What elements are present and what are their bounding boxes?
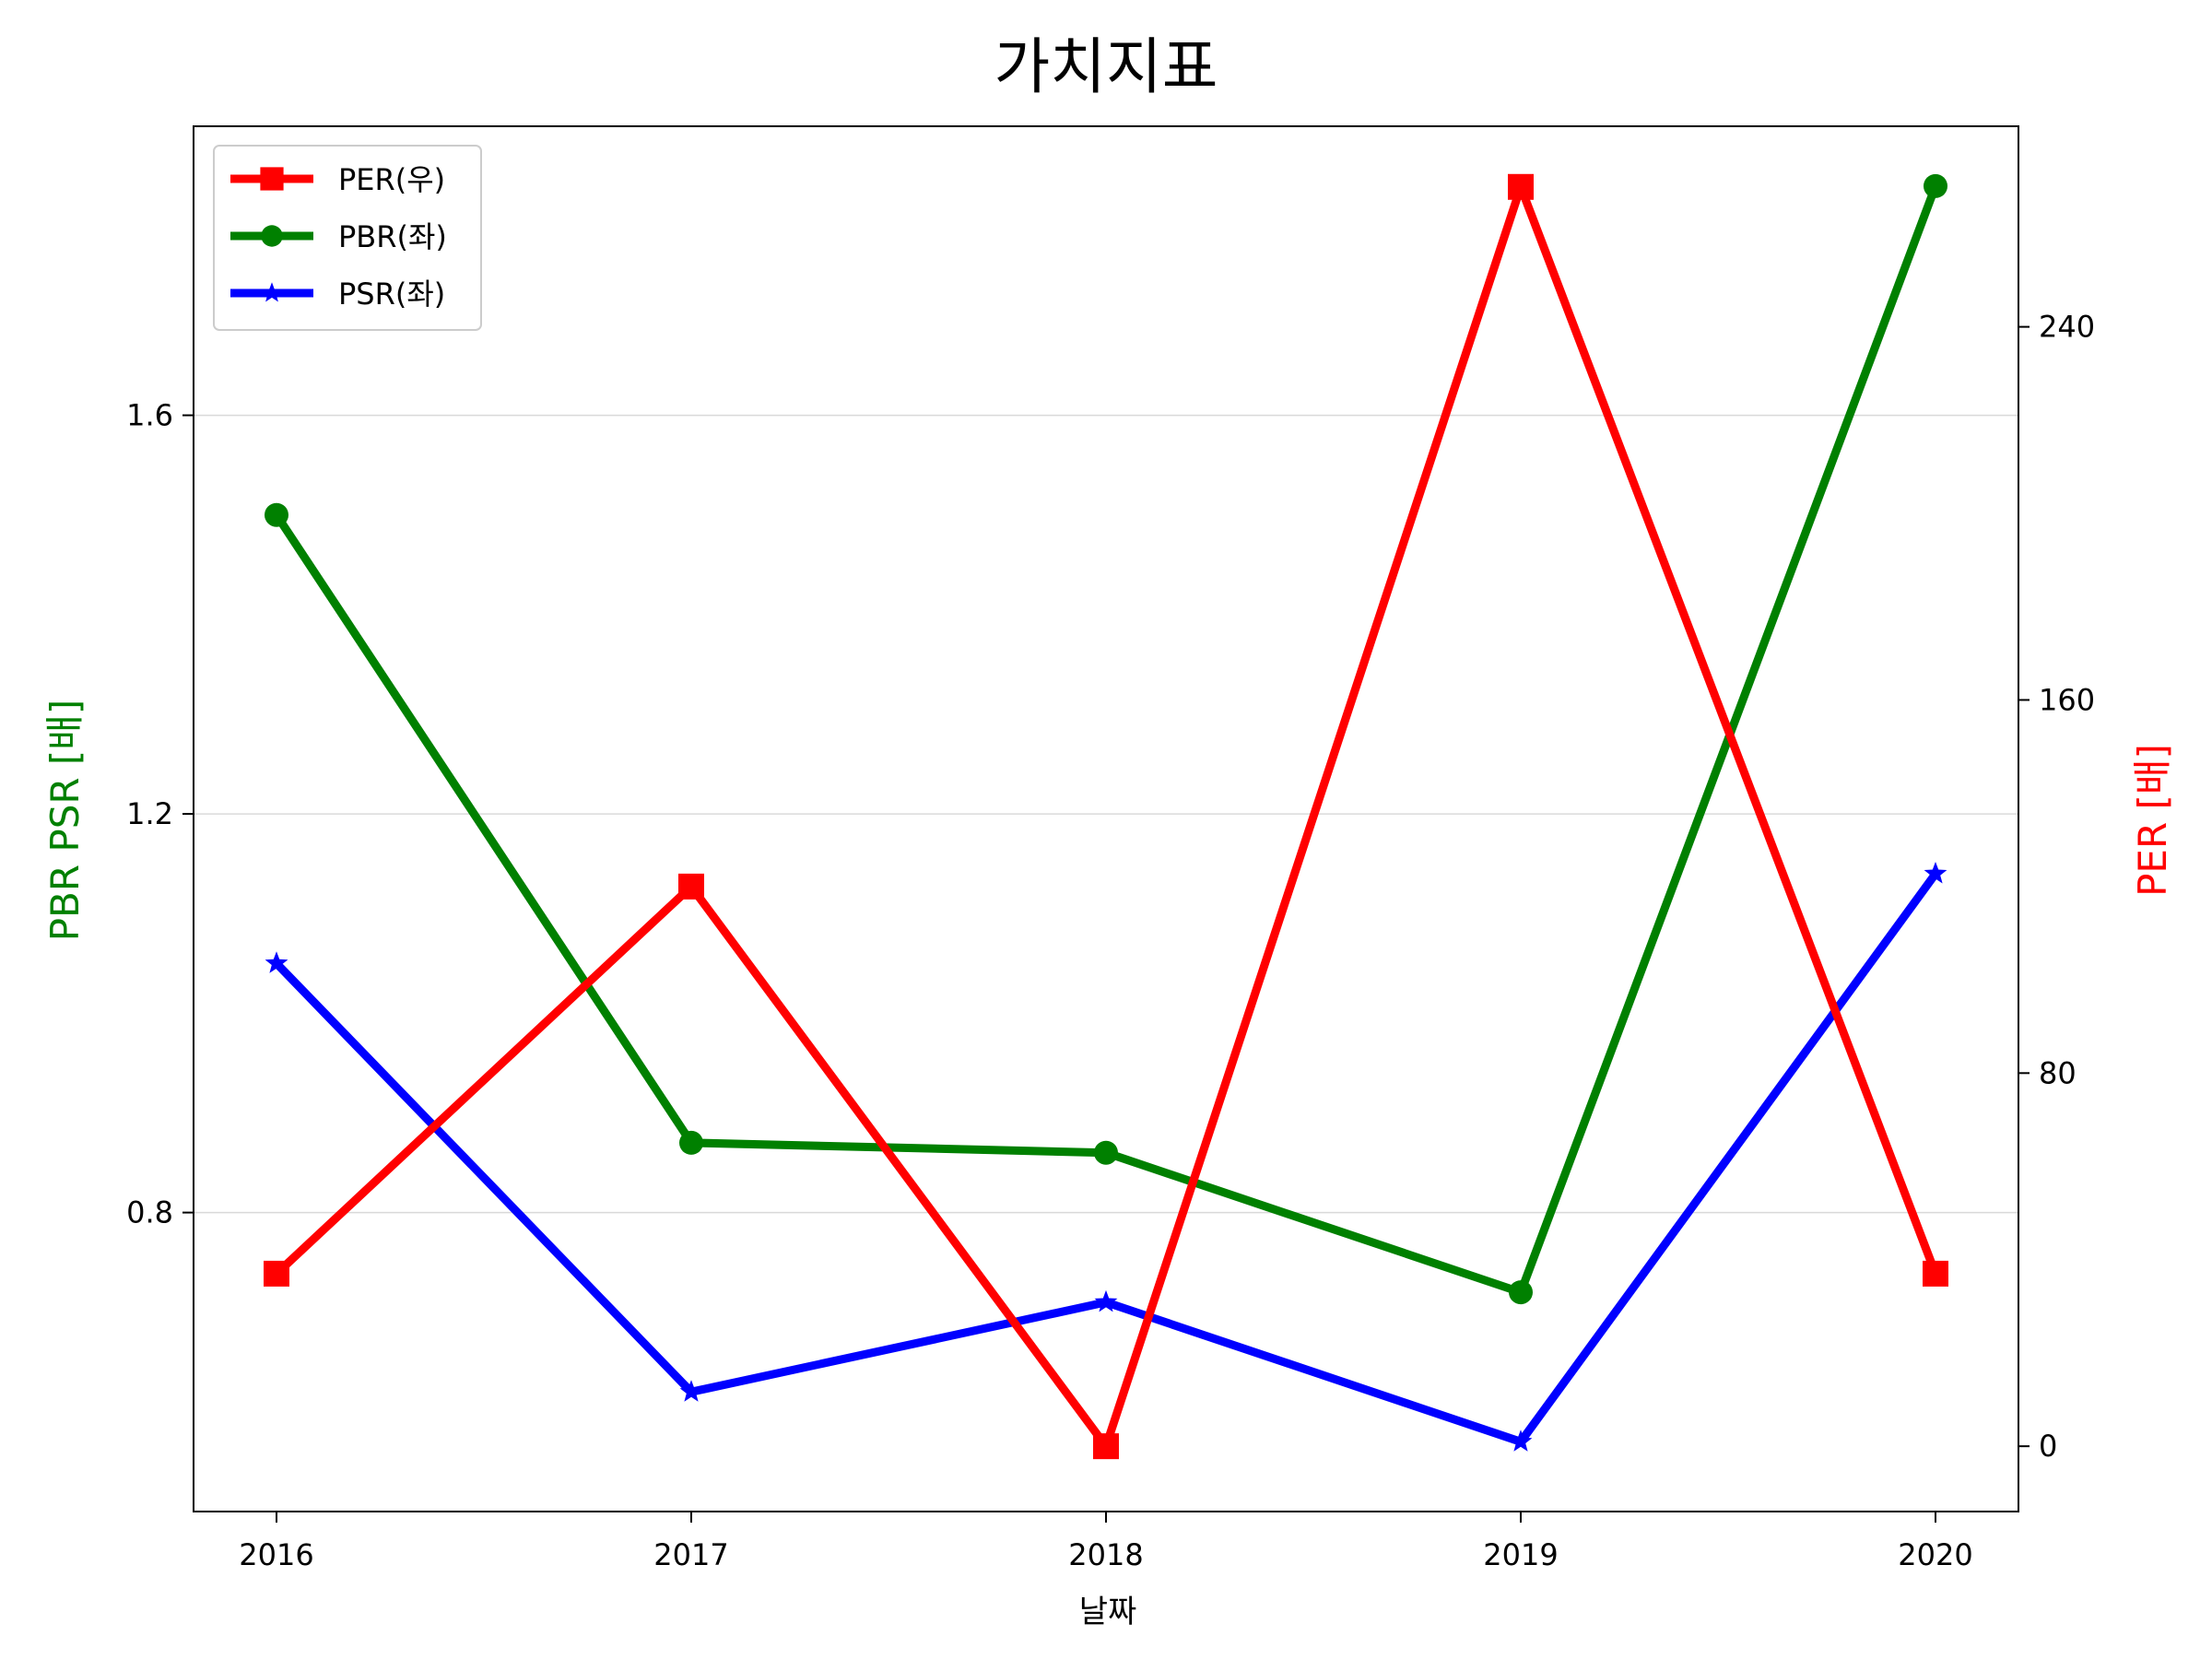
chart-title: 가치지표 [994, 31, 1218, 102]
y-right-tick-label: 0 [2039, 1429, 2057, 1464]
data-point-pbr [679, 1130, 703, 1155]
data-point-per [264, 1260, 289, 1287]
y-left-tick-label: 1.2 [126, 796, 173, 831]
legend: PER(우) PBR(좌) PSR(좌) [213, 145, 482, 331]
x-tick-label: 2020 [1898, 1537, 1972, 1572]
legend-marker-psr [261, 282, 283, 302]
x-tick-label: 2019 [1483, 1537, 1558, 1572]
data-point-per [1508, 173, 1534, 200]
series-lines [264, 173, 1948, 1460]
legend-label-per: PER(우) [338, 162, 445, 197]
x-tick-label: 2017 [653, 1537, 728, 1572]
legend-box [213, 145, 482, 331]
data-point-pbr [1924, 173, 1947, 198]
data-point-psr [265, 951, 288, 973]
data-point-pbr [1094, 1140, 1118, 1165]
data-point-psr [1094, 1289, 1118, 1312]
x-axis-label: 날짜 [1079, 1594, 1137, 1630]
legend-label-pbr: PBR(좌) [338, 219, 447, 254]
data-point-psr [1924, 862, 1947, 884]
data-point-per [678, 873, 704, 900]
y-right-tick-label: 240 [2039, 310, 2095, 345]
legend-marker-per [260, 167, 284, 191]
axes: 2016 2017 2018 2019 2020 0.8 1.2 1.6 0 80 160 240 [126, 125, 2095, 1572]
legend-label-psr: PSR(좌) [338, 276, 445, 312]
y-left-tick-label: 0.8 [126, 1195, 173, 1230]
x-tick-label: 2018 [1068, 1537, 1143, 1572]
y-axis-left-label: PBR PSR [배] [42, 700, 88, 942]
legend-marker-pbr [261, 225, 283, 247]
y-right-tick-label: 80 [2039, 1055, 2077, 1090]
data-point-pbr [1509, 1280, 1533, 1305]
y-right-tick-label: 160 [2039, 682, 2095, 717]
x-tick-label: 2016 [239, 1537, 313, 1572]
grid-lines [194, 414, 2018, 1214]
y-axis-right-label: PER [배] [2130, 744, 2175, 897]
data-point-psr [1509, 1430, 1533, 1452]
data-point-per [1093, 1433, 1119, 1460]
y-left-tick-label: 1.6 [126, 398, 173, 433]
data-point-psr [679, 1380, 703, 1402]
data-point-per [1923, 1260, 1948, 1287]
data-point-pbr [265, 502, 288, 527]
